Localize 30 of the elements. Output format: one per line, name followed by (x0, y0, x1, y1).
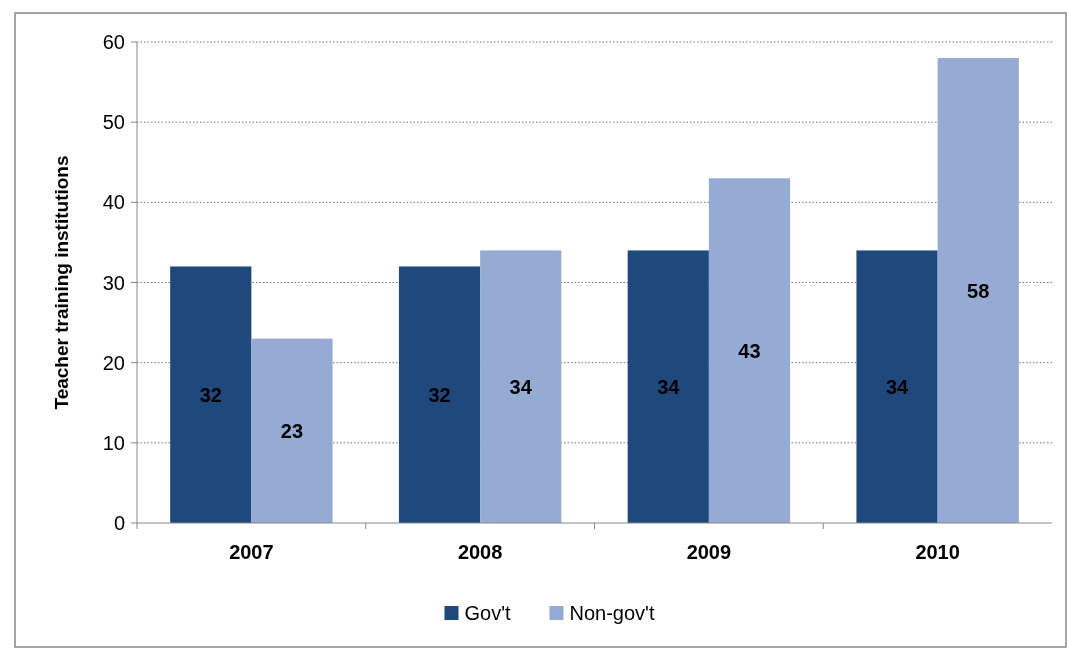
x-tick-label: 2008 (457, 541, 503, 563)
x-tick-label: 2010 (915, 541, 960, 563)
bar (398, 266, 481, 523)
data-label: 34 (509, 375, 533, 398)
y-tick-label: 60 (102, 31, 125, 53)
y-tick-label: 40 (102, 191, 125, 214)
data-label: 43 (738, 339, 761, 362)
data-label: 34 (885, 375, 910, 398)
bar (480, 250, 562, 523)
x-tick-label: 2007 (229, 541, 274, 563)
y-tick-label: 0 (113, 512, 125, 534)
bar (627, 250, 709, 523)
y-tick-label: 30 (102, 271, 125, 294)
y-axis-title: Teacher training institutions (51, 155, 72, 410)
y-tick-label: 10 (102, 431, 125, 454)
bar (251, 338, 333, 523)
legend-label: Gov't (464, 602, 511, 624)
y-tick-label: 50 (102, 111, 125, 134)
bar (937, 58, 1019, 523)
bar (856, 250, 938, 523)
x-tick-label: 2009 (686, 541, 732, 563)
y-tick-label: 20 (102, 351, 125, 374)
data-label: 34 (657, 375, 681, 398)
bar (708, 178, 791, 523)
data-label: 32 (428, 383, 451, 406)
data-label: 58 (967, 279, 990, 302)
bar (170, 266, 252, 523)
data-label: 32 (199, 383, 222, 406)
data-label: 23 (280, 419, 304, 442)
legend-label: Non-gov't (569, 602, 655, 624)
